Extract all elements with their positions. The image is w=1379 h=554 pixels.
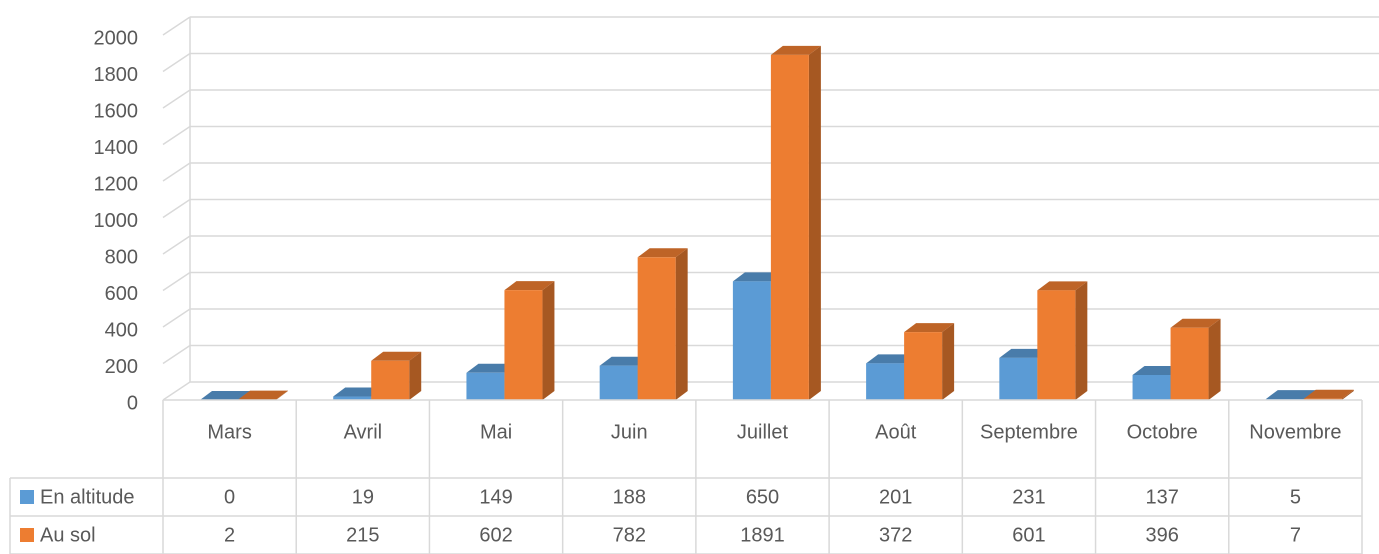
y-tick-label: 600 [105,283,138,305]
table-value: 231 [1012,486,1045,508]
bar-top [999,348,1050,358]
y-tick-label: 1800 [94,64,139,86]
bar-side [1075,281,1088,400]
x-tick-label: Juin [611,421,648,443]
x-tick-label: Octobre [1127,421,1198,443]
bar-top [1265,390,1316,400]
grid-line [162,52,191,73]
bar-top [770,45,821,55]
grid-line [162,344,191,365]
y-tick-label: 0 [127,392,138,414]
y-tick-label: 1400 [94,137,139,159]
y-tick-label: 1200 [94,173,139,195]
bar-side [808,45,821,400]
bar-side [409,351,422,400]
y-tick-label: 1000 [94,210,139,232]
bar-top [599,356,650,366]
grid-line [162,125,191,146]
x-tick-label: Mai [480,421,512,443]
table-value: 602 [479,524,512,546]
bar-side [942,323,955,400]
table-value: 2 [224,524,235,546]
bar [1037,290,1076,400]
bar [599,365,638,400]
y-tick-label: 200 [105,356,138,378]
bar [999,357,1038,400]
bar-top [637,248,688,258]
bar [466,372,505,400]
table-value: 5 [1290,486,1301,508]
grid-line [162,198,191,219]
grid-line [162,89,191,109]
grid-line [162,16,191,36]
x-tick-label: Avril [344,421,383,443]
bar [770,54,809,401]
table-value: 188 [613,486,646,508]
x-tick-label: Mars [207,421,251,443]
grid-line [162,381,191,401]
legend-label: Au sol [40,524,96,546]
bar [637,257,676,400]
bar-top [1037,281,1088,291]
table-value: 0 [224,486,235,508]
legend-swatch [20,528,34,542]
table-value: 782 [613,524,646,546]
grid-line [162,235,191,255]
table-value: 601 [1012,524,1045,546]
bar-top [238,390,288,400]
table-value: 1891 [740,524,785,546]
table-value: 396 [1145,524,1178,546]
y-tick-label: 1600 [94,100,139,122]
legend-swatch [20,490,34,504]
x-tick-label: Août [875,421,917,443]
bar [1170,327,1209,400]
grid-line [162,308,191,328]
x-tick-label: Septembre [980,421,1078,443]
bar-top [732,272,783,282]
y-tick-label: 400 [105,319,138,341]
bar-top [333,387,384,397]
table-value: 650 [746,486,779,508]
y-tick-label: 2000 [94,27,139,49]
grid-line [162,271,191,292]
bar [904,332,943,400]
bar [333,396,372,400]
bar [371,360,410,400]
legend-label: En altitude [40,486,135,508]
table-value: 7 [1290,524,1301,546]
table-value: 201 [879,486,912,508]
table-value: 149 [479,486,512,508]
bar-side [542,281,555,400]
bar-side [1208,318,1221,400]
bar-top [1170,318,1221,328]
grid-line [162,162,191,182]
x-tick-label: Juillet [737,421,789,443]
bar-top [1303,389,1354,399]
bar-side [276,390,288,400]
bar-top [504,281,555,291]
table-value: 215 [346,524,379,546]
table-value: 137 [1145,486,1178,508]
y-tick-label: 800 [105,246,138,268]
bar [1132,374,1171,400]
bar-top [200,391,250,400]
bar-top [466,363,517,373]
table-value: 372 [879,524,912,546]
bar-top [371,351,422,361]
bar-top [904,323,955,333]
bar [504,290,543,400]
x-tick-label: Novembre [1249,421,1341,443]
bar-top [866,354,917,364]
table-value: 19 [352,486,374,508]
bar-side [1341,389,1354,400]
bar-side [675,248,688,400]
bar [732,281,771,400]
bar-top [1132,365,1183,375]
bar [866,363,905,400]
